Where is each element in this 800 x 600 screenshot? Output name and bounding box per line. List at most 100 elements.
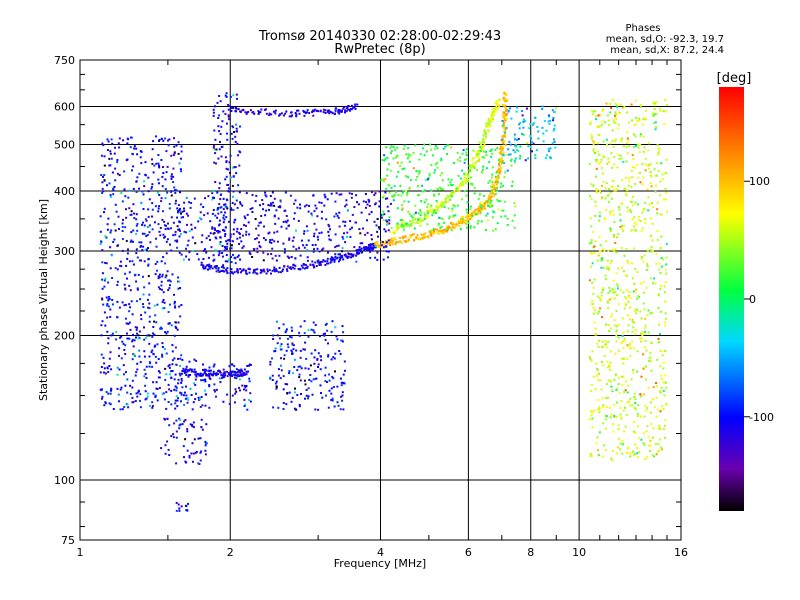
data-point [148, 198, 151, 201]
data-point [610, 313, 613, 316]
data-point [333, 260, 336, 263]
data-point [396, 229, 399, 232]
data-point [219, 198, 222, 201]
data-point [313, 331, 316, 334]
data-point [170, 376, 173, 379]
data-point [184, 419, 187, 421]
data-point [165, 240, 168, 243]
data-point [100, 353, 103, 356]
data-point [665, 402, 668, 405]
data-point [615, 334, 618, 337]
data-point [393, 232, 396, 235]
data-point [273, 214, 276, 217]
data-point [646, 188, 649, 191]
data-point [191, 236, 194, 239]
data-point [217, 269, 220, 272]
data-point [608, 286, 611, 289]
data-point [196, 253, 199, 256]
data-point [605, 102, 608, 105]
data-point [208, 373, 210, 376]
data-point [159, 288, 162, 290]
data-point [110, 334, 113, 337]
data-point [262, 268, 265, 271]
data-point [622, 229, 625, 232]
data-point [609, 361, 612, 364]
data-point [487, 129, 490, 132]
data-point [119, 408, 122, 411]
data-point [498, 105, 500, 108]
data-point [121, 301, 124, 304]
data-point [632, 290, 635, 293]
data-point [239, 111, 242, 113]
data-point [184, 504, 187, 507]
data-point [189, 387, 192, 390]
data-point [440, 225, 443, 228]
data-point [435, 228, 438, 231]
data-point [427, 178, 430, 181]
data-point [526, 107, 528, 110]
data-point [205, 442, 208, 445]
data-point [382, 196, 385, 199]
data-point [505, 94, 508, 97]
data-point [430, 206, 433, 209]
data-point [655, 397, 658, 399]
data-point [260, 215, 263, 217]
data-point [590, 109, 593, 112]
data-point [633, 166, 636, 169]
data-point [415, 170, 418, 172]
data-point [319, 260, 322, 263]
data-point [400, 161, 403, 164]
data-point [101, 272, 104, 275]
data-point [627, 184, 630, 187]
data-point [292, 266, 294, 269]
data-point [479, 204, 482, 207]
data-point [629, 452, 632, 455]
data-point [249, 208, 252, 210]
data-point [424, 232, 427, 235]
data-point [299, 203, 301, 206]
data-point [143, 185, 146, 188]
data-point [175, 509, 178, 512]
data-point [175, 199, 177, 202]
data-point [451, 184, 454, 186]
data-point [164, 331, 167, 334]
data-point [114, 203, 117, 206]
data-point [408, 155, 410, 158]
data-point [327, 251, 329, 254]
data-point [303, 332, 306, 335]
data-point [259, 204, 261, 207]
data-point [143, 338, 146, 341]
data-point [333, 357, 336, 360]
data-point [167, 322, 170, 325]
data-point [236, 269, 239, 272]
data-point [489, 201, 492, 204]
data-point [294, 264, 297, 267]
data-point [606, 267, 608, 270]
data-point [458, 219, 461, 222]
data-point [605, 138, 608, 141]
data-point [664, 268, 667, 271]
data-point [135, 213, 138, 216]
data-point [206, 264, 209, 267]
data-point [157, 178, 160, 181]
data-point [219, 381, 222, 384]
data-point [170, 324, 173, 327]
data-point [490, 195, 493, 198]
data-point [245, 389, 248, 392]
data-point [204, 449, 207, 452]
data-point [297, 365, 300, 368]
data-point [611, 248, 614, 251]
data-point [478, 193, 481, 196]
data-point [235, 199, 238, 202]
data-point [236, 375, 239, 378]
data-point [644, 157, 647, 160]
data-point [270, 241, 273, 244]
data-point [402, 237, 405, 240]
data-point [185, 394, 188, 397]
data-point [207, 268, 209, 271]
data-point [496, 101, 499, 103]
data-point [366, 219, 368, 222]
data-point [135, 248, 138, 251]
data-point [650, 175, 653, 178]
data-point [104, 372, 107, 375]
